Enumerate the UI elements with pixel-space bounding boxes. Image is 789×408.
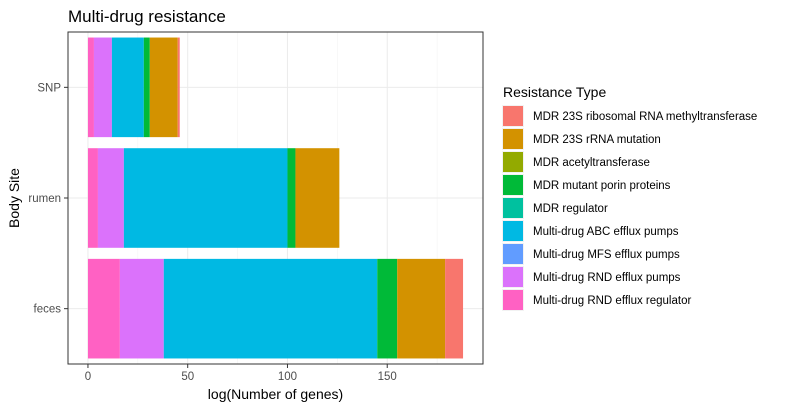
y-tick-label: feces xyxy=(34,304,62,316)
bar-segment xyxy=(295,148,340,248)
legend-label: Multi-drug RND efflux pumps xyxy=(533,272,681,284)
legend-swatch xyxy=(503,290,523,310)
x-axis: 0 50 100 150 xyxy=(85,364,397,383)
bar-segment xyxy=(87,258,120,359)
x-axis-title: log(Number of genes) xyxy=(208,386,343,402)
legend-swatch xyxy=(503,152,523,172)
x-tick-label: 100 xyxy=(278,371,297,383)
legend-swatch xyxy=(503,221,523,241)
bar-segment xyxy=(123,148,288,248)
legend-swatch xyxy=(503,175,523,195)
bar-segment xyxy=(149,37,178,138)
x-tick-label: 150 xyxy=(378,371,397,383)
legend-swatch xyxy=(503,244,523,264)
legend-label: MDR 23S rRNA mutation xyxy=(533,134,661,146)
legend-label: MDR mutant porin proteins xyxy=(533,180,671,192)
bar-segment xyxy=(397,258,446,359)
legend-swatch xyxy=(503,198,523,218)
chart-title: Multi-drug resistance xyxy=(68,7,226,26)
bar-segment xyxy=(143,37,150,138)
bar-segment xyxy=(111,37,144,138)
y-axis-title: Body Site xyxy=(6,168,22,228)
bar-segment xyxy=(87,148,98,248)
y-tick-label: SNP xyxy=(37,82,61,94)
bar-segment xyxy=(87,37,94,138)
bar-segment xyxy=(445,258,464,359)
bar-segment xyxy=(97,148,124,248)
legend-swatch xyxy=(503,267,523,287)
legend-label: MDR regulator xyxy=(533,203,608,215)
legend-label: Multi-drug RND efflux regulator xyxy=(533,295,691,307)
bar-segment xyxy=(177,37,180,138)
y-tick-label: rumen xyxy=(28,193,61,205)
legend: Resistance Type MDR 23S ribosomal RNA me… xyxy=(502,84,757,311)
legend-swatch xyxy=(503,106,523,126)
legend-swatch xyxy=(503,129,523,149)
bar-segment xyxy=(287,148,296,248)
legend-label: MDR 23S ribosomal RNA methyltransferase xyxy=(533,111,757,123)
bar-segment xyxy=(377,258,398,359)
x-tick-label: 50 xyxy=(181,371,194,383)
bar-segment xyxy=(163,258,378,359)
legend-title: Resistance Type xyxy=(503,84,606,100)
x-tick-label: 0 xyxy=(85,371,91,383)
y-axis: SNP rumen feces xyxy=(28,82,68,316)
bar-segment xyxy=(93,37,112,138)
bars xyxy=(87,37,464,359)
bar-segment xyxy=(119,258,164,359)
legend-label: Multi-drug MFS efflux pumps xyxy=(533,249,680,261)
legend-label: MDR acetyltransferase xyxy=(533,157,650,169)
legend-label: Multi-drug ABC efflux pumps xyxy=(533,226,679,238)
